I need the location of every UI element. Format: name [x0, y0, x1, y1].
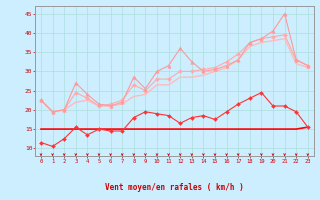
Text: Vent moyen/en rafales ( km/h ): Vent moyen/en rafales ( km/h ) [105, 183, 244, 192]
